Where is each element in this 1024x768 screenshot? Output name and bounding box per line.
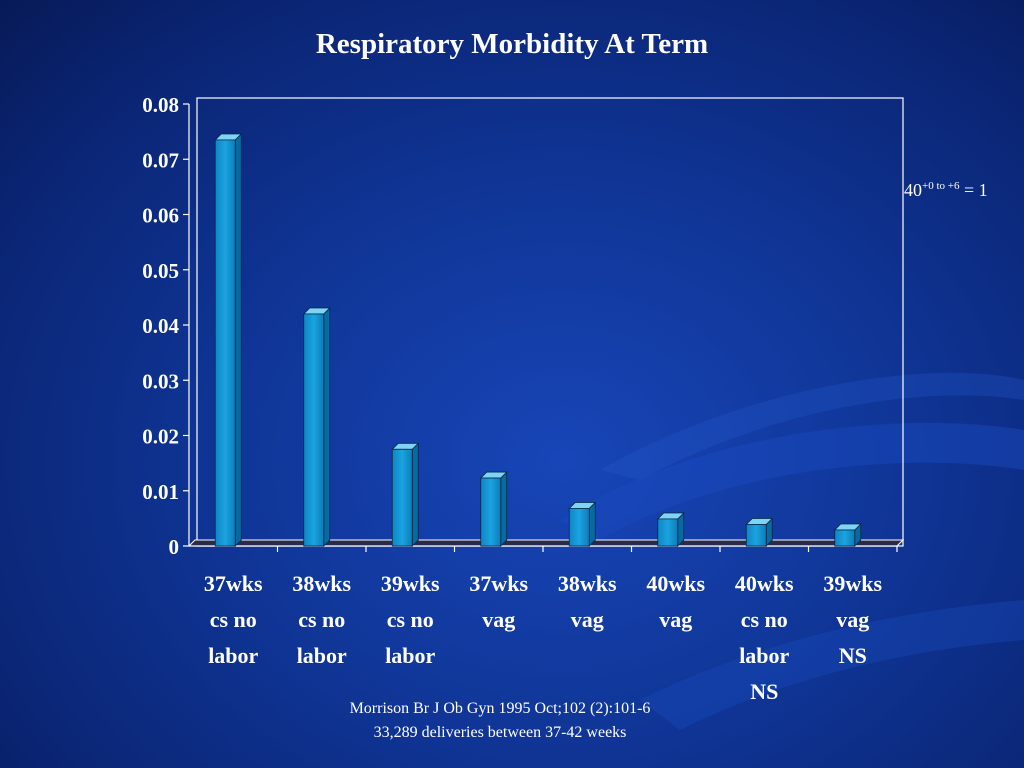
x-tick-label-line: labor [296,643,347,668]
x-tick-label-line: vag [836,607,870,632]
x-tick-label-line: vag [659,607,693,632]
x-tick-label-line: cs no [740,607,788,632]
x-tick-label-line: 39wks [823,571,883,596]
chart-floor [187,539,905,547]
bar [303,313,325,547]
y-tick-label: 0.08 [142,93,179,117]
y-tick-label: 0.03 [142,369,179,393]
bar [214,139,236,547]
plot-frame [196,97,904,547]
x-tick-label: 40wks vag [630,566,722,638]
x-tick-label-line: labor [208,643,259,668]
y-tick-label: 0 [169,535,180,559]
y-tick-label: 0.07 [142,148,179,172]
reference-note-rest: = 1 [959,180,988,200]
x-tick-label: 38wks vag [541,566,633,638]
x-tick-label-line: 37wks [469,571,529,596]
bar-side [500,471,508,547]
x-tick-label-line: cs no [298,607,346,632]
x-tick-label-line: vag [482,607,516,632]
y-tick-label: 0.05 [142,259,179,283]
x-tick-label-line: cs no [209,607,257,632]
x-tick-label-line: labor [739,643,790,668]
y-tick-label: 0.01 [142,480,179,504]
y-tick-label: 0.04 [142,314,179,338]
x-tick-label: 40wks cs no labor NS [718,566,810,710]
dataset-note: 33,289 deliveries between 37-42 weeks [373,724,627,741]
citation: Morrison Br J Ob Gyn 1995 Oct;102 (2):10… [349,700,651,717]
x-tick-label-line: labor [385,643,436,668]
reference-note: 40+0 to +6 = 1 [904,180,988,201]
x-tick-label-line: cs no [386,607,434,632]
x-tick-label-line: 40wks [646,571,706,596]
reference-note-sup: +0 to +6 [922,180,960,192]
bar [745,524,767,547]
x-tick-label-line: 40wks [734,571,794,596]
bar [657,518,679,547]
x-tick-label-line: 39wks [380,571,440,596]
bar [391,448,413,547]
x-tick-label-line: 38wks [557,571,617,596]
x-tick-label-line: NS [750,679,779,704]
x-tick-label: 37wks vag [453,566,545,638]
reference-note-base: 40 [904,180,922,200]
bar-side [323,306,331,547]
x-tick-label: 38wks cs no labor [276,566,368,674]
bar [480,477,502,547]
x-tick-label: 37wks cs no labor [187,566,279,674]
x-tick-label: 39wks vag NS [807,566,899,674]
bar-side [588,501,596,547]
y-tick-label: 0.06 [142,204,179,228]
bar-side [234,132,242,547]
x-tick-label-line: NS [838,643,867,668]
bar-side [411,442,419,547]
x-tick-label-line: 38wks [292,571,352,596]
x-tick-label-line: vag [570,607,604,632]
y-tick-label: 0.02 [142,425,179,449]
x-tick-label-line: 37wks [203,571,263,596]
x-tick-label: 39wks cs no labor [364,566,456,674]
bar [834,529,856,547]
chart-title: Respiratory Morbidity At Term [315,28,709,60]
bar [568,508,590,547]
